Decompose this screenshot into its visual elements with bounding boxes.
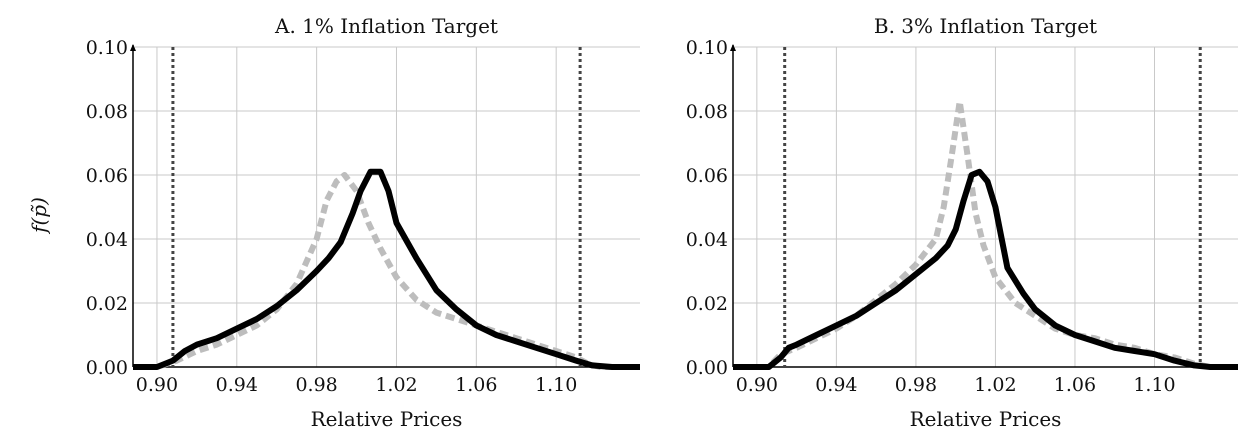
series-line-solid bbox=[133, 168, 640, 370]
x-tick-label: 1.02 bbox=[974, 374, 1016, 396]
x-tick-label: 1.06 bbox=[1054, 374, 1096, 396]
x-tick-label: 0.90 bbox=[736, 374, 778, 396]
panel-b: B. 3% Inflation Target 0.90 0.94 0.98 1.02 1.… bbox=[686, 14, 1238, 431]
y-tick-label: 0.06 bbox=[686, 165, 728, 187]
x-tick-label: 0.98 bbox=[895, 374, 937, 396]
shared-y-axis-label: f(p̃) bbox=[27, 197, 51, 235]
y-tick-label: 0.10 bbox=[86, 37, 128, 59]
x-tick-label: 0.94 bbox=[216, 374, 258, 396]
x-tick-label: 0.98 bbox=[295, 374, 337, 396]
y-tick-label: 0.00 bbox=[686, 357, 728, 379]
x-tick-label: 1.02 bbox=[375, 374, 417, 396]
x-tick-label: 1.10 bbox=[535, 374, 577, 396]
series-line-dashed bbox=[733, 98, 1238, 370]
chart-title: B. 3% Inflation Target bbox=[874, 14, 1097, 38]
y-tick-label: 0.02 bbox=[686, 293, 728, 315]
series-line-dashed bbox=[133, 172, 640, 370]
y-tick-label: 0.00 bbox=[86, 357, 128, 379]
y-axis-arrow-icon bbox=[130, 44, 136, 51]
y-tick-label: 0.08 bbox=[686, 101, 728, 123]
x-tick-label: 1.06 bbox=[455, 374, 497, 396]
x-axis-label: Relative Prices bbox=[311, 407, 463, 431]
y-tick-label: 0.06 bbox=[86, 165, 128, 187]
y-tick-label: 0.04 bbox=[686, 229, 728, 251]
series-line-solid bbox=[733, 168, 1238, 370]
y-tick-label: 0.02 bbox=[86, 293, 128, 315]
y-axis-arrow-icon bbox=[730, 44, 736, 51]
x-tick-label: 0.90 bbox=[136, 374, 178, 396]
x-tick-label: 1.10 bbox=[1133, 374, 1175, 396]
x-tick-label: 0.94 bbox=[815, 374, 857, 396]
y-tick-label: 0.10 bbox=[686, 37, 728, 59]
x-axis-label: Relative Prices bbox=[910, 407, 1062, 431]
panel-a: A. 1% Inflation Target 0.90 0.94 0.98 1.02 1.… bbox=[86, 14, 640, 431]
y-tick-label: 0.08 bbox=[86, 101, 128, 123]
chart-title: A. 1% Inflation Target bbox=[274, 14, 498, 38]
y-tick-label: 0.04 bbox=[86, 229, 128, 251]
